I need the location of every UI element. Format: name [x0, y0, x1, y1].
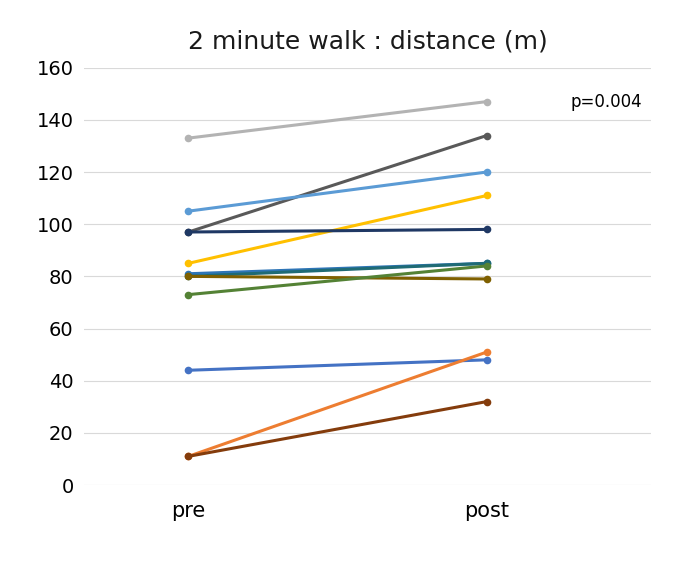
- Text: p=0.004: p=0.004: [570, 92, 642, 111]
- Title: 2 minute walk : distance (m): 2 minute walk : distance (m): [188, 29, 547, 53]
